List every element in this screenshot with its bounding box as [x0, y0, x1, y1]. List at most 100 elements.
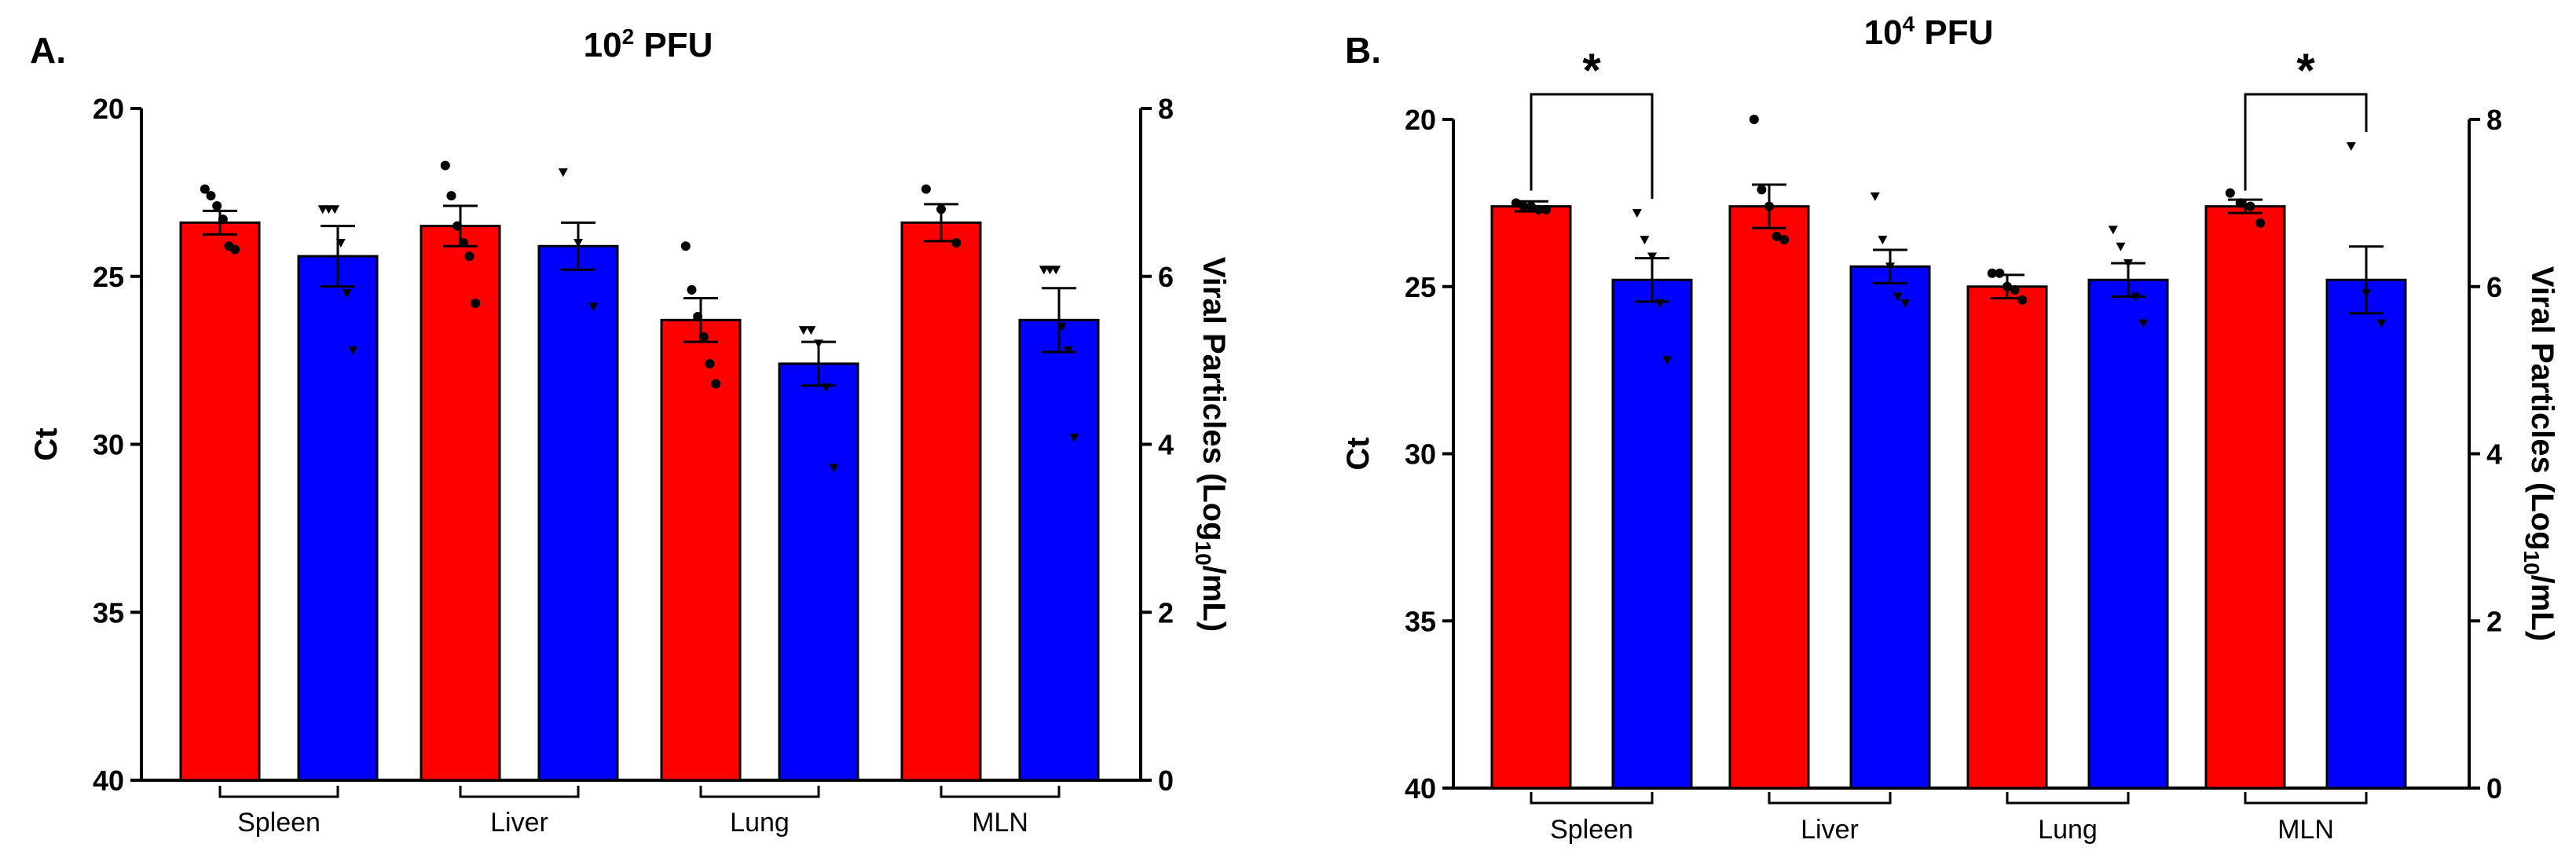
data-point-triangle	[573, 239, 583, 248]
left-tick-label: 30	[1405, 438, 1436, 471]
category-label: MLN	[2277, 815, 2334, 845]
category-bracket	[1530, 792, 1654, 805]
left-tick-label: 30	[93, 429, 124, 461]
right-tick-label: 2	[2486, 605, 2502, 637]
chart-title-exponent: 2	[622, 24, 635, 49]
data-point-circle	[446, 191, 456, 201]
data-point-circle	[212, 200, 222, 211]
bar-blue-spleen	[297, 255, 379, 782]
right-tick-label: 4	[2486, 438, 2502, 471]
right-y-label-end: /mL)	[1196, 566, 1231, 632]
data-point-circle	[951, 238, 962, 248]
right-tick-label: 8	[1158, 93, 1174, 125]
data-point-triangle	[1069, 433, 1079, 442]
data-point-triangle	[1632, 209, 1642, 218]
data-point-circle	[1757, 185, 1767, 195]
category-bracket	[459, 786, 580, 798]
data-point-circle	[693, 312, 703, 322]
data-point-circle	[471, 298, 481, 308]
significance-marker: *	[1582, 44, 1601, 97]
right-y-axis-label: Viral Particles (Log10/mL)	[2519, 266, 2560, 641]
category-bracket	[2244, 792, 2368, 805]
bar-red-mln	[900, 221, 982, 782]
category-label: MLN	[972, 808, 1028, 838]
bar-blue-mln	[1018, 318, 1100, 782]
chart-title: 104 PFU	[1864, 12, 1994, 52]
data-point-triangle	[2108, 226, 2118, 235]
data-point-triangle	[330, 205, 340, 214]
data-point-triangle	[1045, 266, 1055, 275]
left-tick-label: 20	[1405, 104, 1436, 136]
category-bracket	[1768, 792, 1892, 805]
right-y-label-end: /mL)	[2525, 575, 2560, 641]
bar-blue-lung	[2087, 278, 2169, 790]
data-point-circle	[1764, 201, 1774, 211]
chart-title-suffix: PFU	[634, 26, 713, 64]
left-tick-label: 40	[1405, 772, 1436, 805]
data-point-circle	[1534, 204, 1544, 214]
right-tick-label: 2	[1158, 596, 1174, 629]
category-bracket	[2006, 792, 2130, 805]
right-y-label-main: Viral Particles (Log	[2525, 266, 2560, 551]
right-tick-label: 4	[1158, 429, 1174, 461]
right-tick-label: 6	[2486, 271, 2502, 303]
category-bracket	[218, 786, 339, 798]
left-tick-label: 40	[93, 764, 124, 797]
data-point-triangle	[324, 205, 334, 214]
chart-title-suffix: PFU	[1915, 13, 1993, 52]
left-tick-label: 25	[93, 261, 124, 293]
bar-blue-mln	[2325, 278, 2407, 790]
data-point-triangle	[1885, 262, 1895, 272]
bar-red-liver	[1728, 205, 1810, 790]
left-tick-label: 25	[1405, 271, 1436, 303]
data-point-triangle	[1057, 322, 1067, 332]
chart-title-base: 10	[584, 26, 622, 64]
data-point-triangle	[814, 339, 823, 349]
bar-red-lung	[1966, 285, 2048, 790]
data-point-circle	[680, 241, 691, 251]
category-label: Lung	[2038, 815, 2098, 845]
category-bracket	[699, 786, 820, 798]
data-point-triangle	[1654, 299, 1665, 309]
data-point-circle	[711, 379, 721, 389]
panel-label: B.	[1345, 30, 1381, 71]
data-point-triangle	[798, 326, 808, 336]
data-point-circle	[2235, 198, 2245, 208]
category-label: Spleen	[1550, 815, 1633, 845]
data-point-triangle	[1051, 266, 1061, 275]
data-point-triangle	[2116, 242, 2126, 251]
data-point-triangle	[1900, 299, 1911, 309]
data-point-circle	[1987, 268, 1997, 278]
data-point-triangle	[342, 289, 352, 299]
data-point-triangle	[1870, 192, 1880, 201]
data-point-triangle	[2123, 258, 2133, 268]
data-point-circle	[206, 191, 216, 201]
right-tick-label: 0	[1158, 764, 1174, 797]
data-point-circle	[440, 160, 450, 170]
bar-red-spleen	[179, 221, 261, 782]
data-point-triangle	[2138, 319, 2149, 328]
right-y-axis-label: Viral Particles (Log10/mL)	[1191, 257, 1231, 632]
data-point-circle	[2225, 188, 2235, 198]
data-point-circle	[1772, 231, 1782, 241]
data-point-triangle	[1878, 236, 1888, 245]
data-point-circle	[458, 238, 468, 248]
data-point-circle	[1749, 115, 1759, 124]
data-point-circle	[936, 204, 946, 214]
left-tick-label: 35	[93, 596, 124, 629]
data-point-circle	[2017, 295, 2028, 305]
category-label: Liver	[490, 808, 548, 838]
significance-marker: *	[2296, 44, 2315, 97]
data-point-circle	[1519, 201, 1529, 211]
bar-blue-lung	[778, 362, 859, 782]
data-point-circle	[698, 332, 709, 342]
data-point-triangle	[558, 168, 568, 178]
bar-blue-spleen	[1611, 278, 1693, 790]
right-y-label-main: Viral Particles (Log	[1196, 257, 1231, 541]
category-bracket	[940, 786, 1061, 798]
data-point-triangle	[335, 239, 346, 248]
bar-blue-liver	[1849, 265, 1931, 790]
data-point-triangle	[1039, 266, 1049, 275]
